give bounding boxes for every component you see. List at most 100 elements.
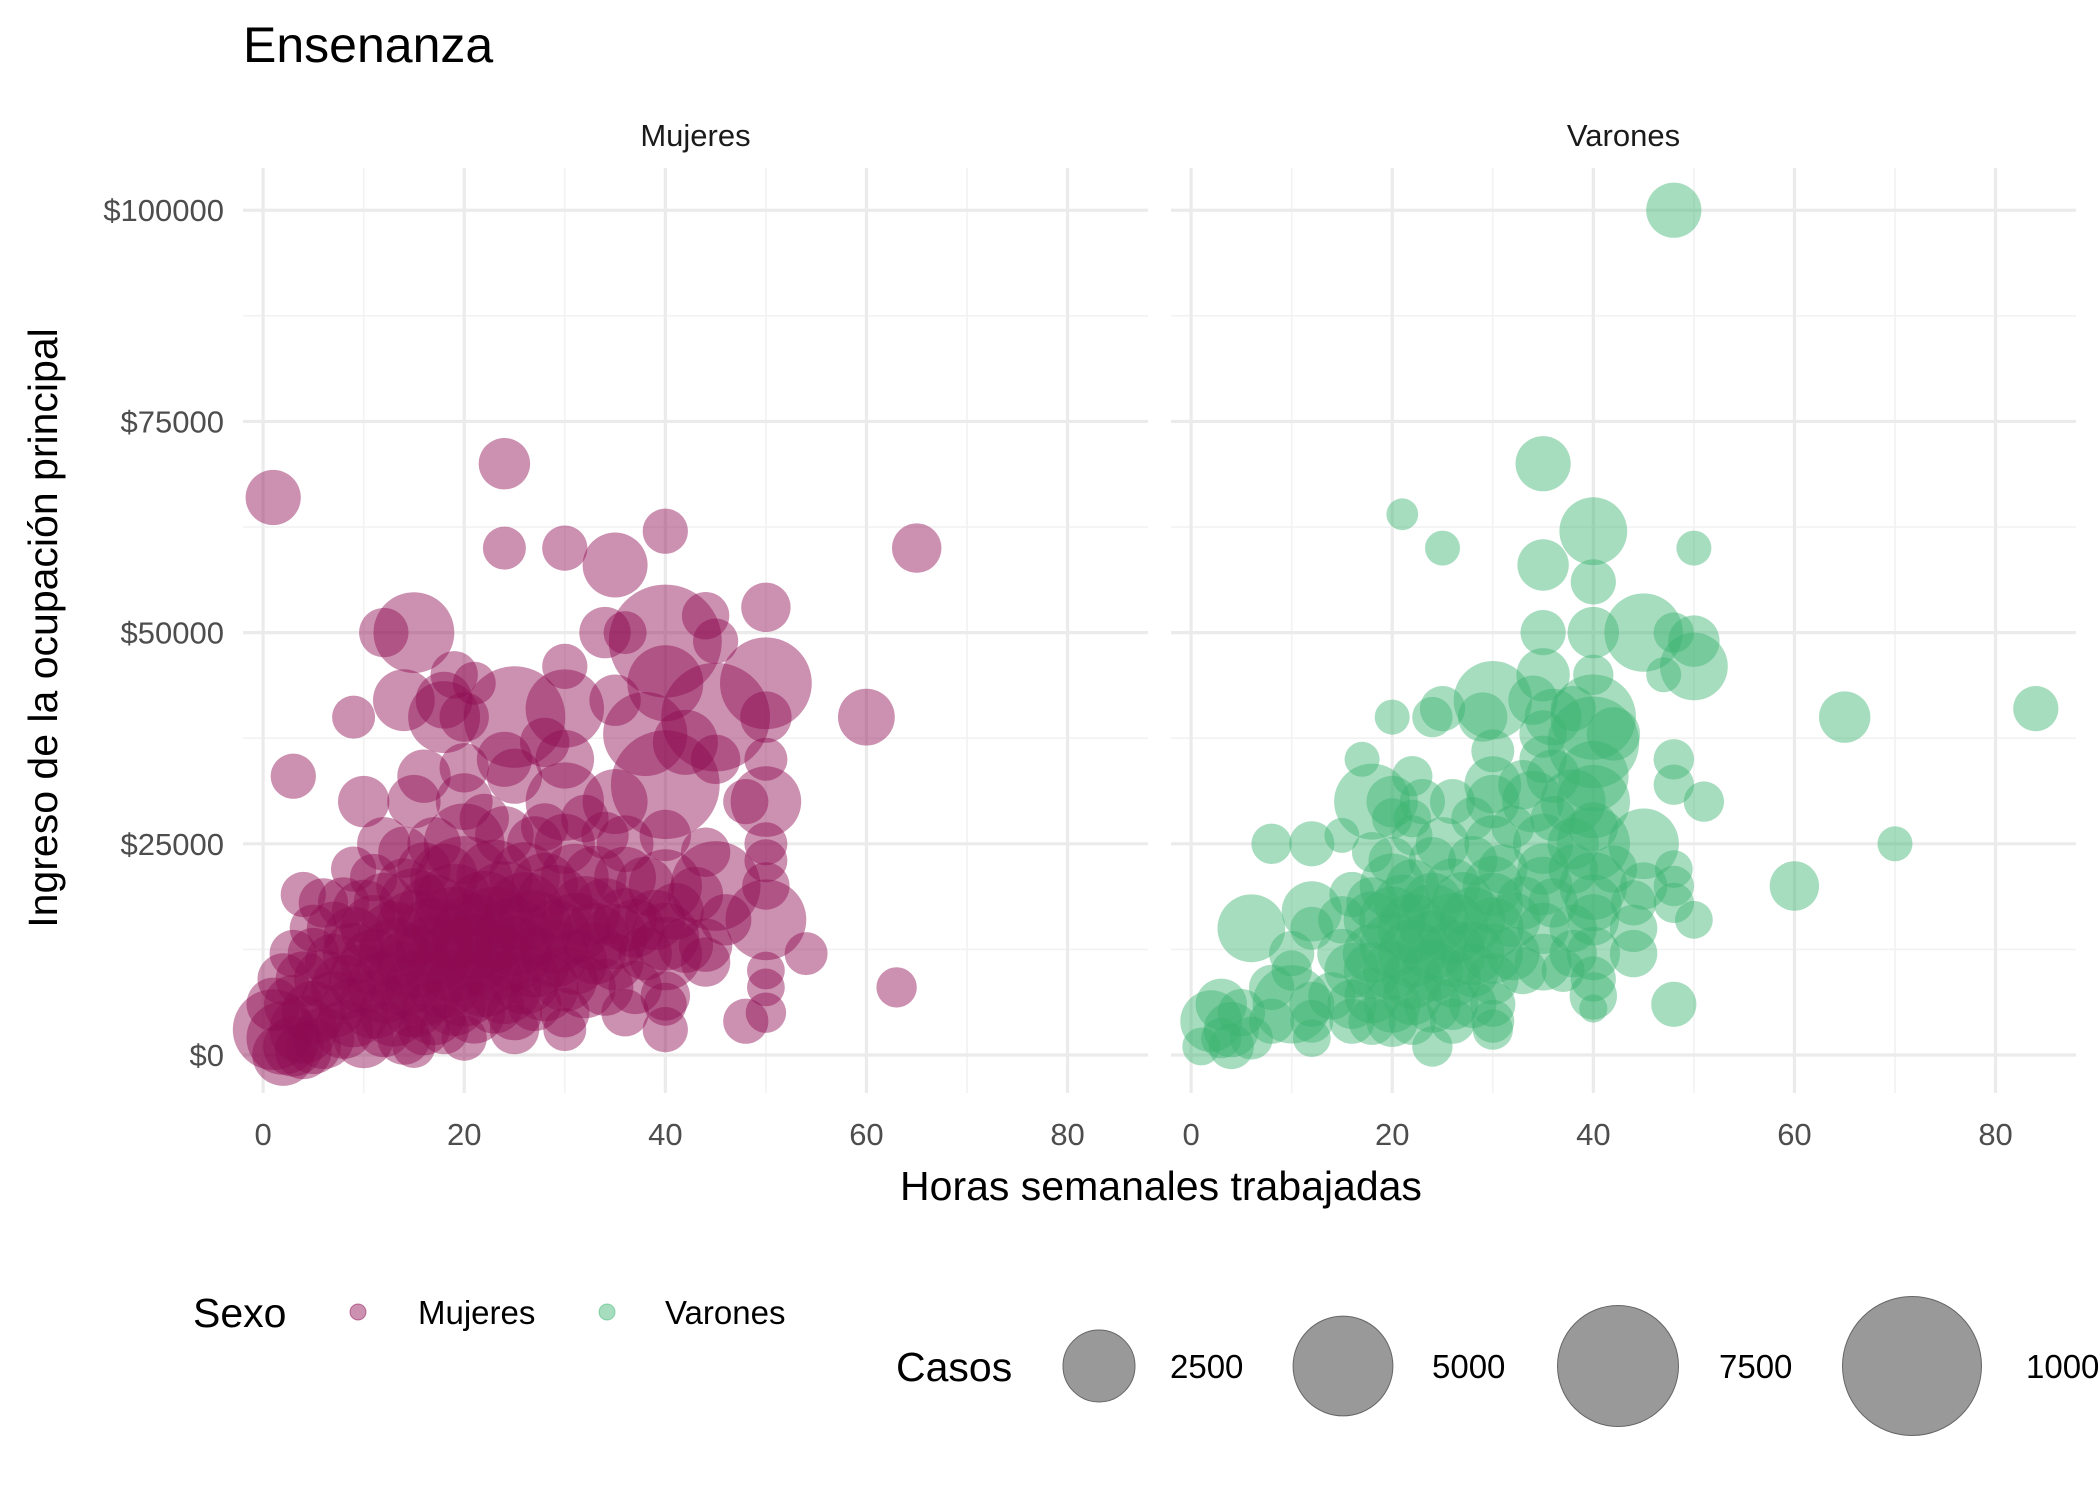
data-point bbox=[392, 1025, 436, 1068]
data-point bbox=[593, 888, 657, 952]
data-point bbox=[628, 849, 702, 923]
data-point bbox=[525, 762, 604, 841]
data-point bbox=[1289, 821, 1335, 867]
data-point bbox=[443, 871, 525, 952]
data-point bbox=[507, 977, 562, 1031]
data-point bbox=[1513, 813, 1574, 874]
data-point bbox=[563, 845, 627, 910]
data-point bbox=[1877, 826, 1913, 862]
data-point bbox=[1573, 654, 1614, 695]
data-point bbox=[1570, 559, 1616, 605]
data-point bbox=[401, 980, 467, 1046]
data-point bbox=[338, 775, 390, 828]
data-point bbox=[489, 842, 560, 913]
data-point bbox=[385, 948, 463, 1026]
data-point bbox=[269, 929, 317, 978]
data-point bbox=[350, 853, 398, 902]
data-point bbox=[435, 773, 493, 830]
data-point bbox=[323, 906, 384, 967]
data-point bbox=[571, 878, 639, 945]
data-point bbox=[535, 730, 595, 789]
data-point bbox=[1502, 770, 1564, 833]
data-point bbox=[431, 894, 517, 980]
data-point bbox=[1281, 881, 1342, 942]
data-point bbox=[1362, 941, 1422, 1000]
legend-key bbox=[598, 1303, 616, 1321]
data-point bbox=[475, 806, 534, 865]
chart-title: Ensenanza bbox=[243, 17, 493, 73]
color-legend: Sexo Mujeres Varones bbox=[193, 1290, 785, 1336]
data-point bbox=[414, 836, 515, 936]
data-point bbox=[398, 1003, 450, 1056]
data-point bbox=[246, 1001, 320, 1075]
data-point bbox=[730, 766, 802, 837]
data-point bbox=[1412, 696, 1453, 738]
data-point bbox=[1412, 1026, 1453, 1067]
data-point bbox=[1472, 1009, 1514, 1050]
data-point bbox=[475, 897, 554, 976]
data-point bbox=[496, 890, 573, 967]
data-point bbox=[582, 904, 648, 970]
data-point bbox=[441, 1015, 487, 1061]
data-point bbox=[452, 661, 496, 705]
x-tick-label: 0 bbox=[1182, 1117, 1199, 1152]
data-point bbox=[397, 842, 451, 896]
data-point bbox=[340, 895, 407, 962]
data-point bbox=[1431, 872, 1494, 934]
data-point bbox=[642, 508, 688, 554]
data-point bbox=[280, 871, 326, 918]
legend-label: Mujeres bbox=[418, 1294, 535, 1331]
data-point bbox=[1334, 763, 1411, 840]
y-tick-label: $25000 bbox=[121, 827, 224, 862]
data-point bbox=[287, 927, 340, 980]
facet-strip-label: Mujeres bbox=[640, 118, 750, 153]
data-point bbox=[347, 951, 420, 1024]
data-point bbox=[463, 666, 566, 768]
data-point bbox=[639, 809, 691, 862]
data-point bbox=[740, 691, 792, 743]
data-point bbox=[285, 1018, 341, 1075]
data-point bbox=[404, 939, 484, 1019]
data-point bbox=[625, 889, 686, 950]
data-point bbox=[462, 861, 546, 945]
data-point bbox=[579, 606, 631, 659]
data-point bbox=[1426, 978, 1479, 1030]
data-point bbox=[263, 1016, 324, 1077]
data-point bbox=[1366, 995, 1418, 1047]
data-point bbox=[1344, 968, 1400, 1024]
data-point bbox=[680, 937, 731, 987]
data-point bbox=[516, 864, 593, 941]
data-point bbox=[1449, 980, 1497, 1028]
data-point bbox=[269, 995, 338, 1064]
data-point bbox=[314, 1000, 373, 1059]
data-point bbox=[1373, 874, 1431, 932]
data-point bbox=[456, 839, 533, 916]
data-point bbox=[380, 971, 448, 1038]
data-point bbox=[1346, 877, 1398, 929]
data-point bbox=[525, 669, 604, 748]
data-point bbox=[1549, 904, 1597, 952]
data-point bbox=[1569, 972, 1618, 1020]
data-point bbox=[439, 692, 489, 742]
data-point bbox=[1378, 919, 1447, 988]
data-point bbox=[1180, 990, 1243, 1053]
data-point bbox=[1520, 610, 1566, 656]
data-point bbox=[1292, 1019, 1331, 1057]
data-point bbox=[520, 717, 570, 768]
data-point bbox=[1366, 775, 1418, 828]
data-point bbox=[1372, 798, 1413, 839]
data-point bbox=[1359, 886, 1426, 953]
data-point bbox=[1498, 760, 1548, 810]
facet-panels: Mujeres 0 20 40 60 80 $0 $25000 $50000 $75000 $100… bbox=[103, 118, 2076, 1152]
data-point bbox=[1359, 912, 1425, 978]
data-point bbox=[274, 1022, 332, 1080]
data-point bbox=[1329, 998, 1375, 1044]
data-point bbox=[1351, 832, 1393, 873]
data-point bbox=[1517, 539, 1569, 591]
data-point bbox=[657, 917, 714, 973]
data-point bbox=[1609, 904, 1658, 952]
data-point bbox=[373, 592, 455, 673]
data-point bbox=[1415, 817, 1470, 871]
data-point bbox=[680, 827, 731, 877]
data-point bbox=[329, 944, 399, 1014]
